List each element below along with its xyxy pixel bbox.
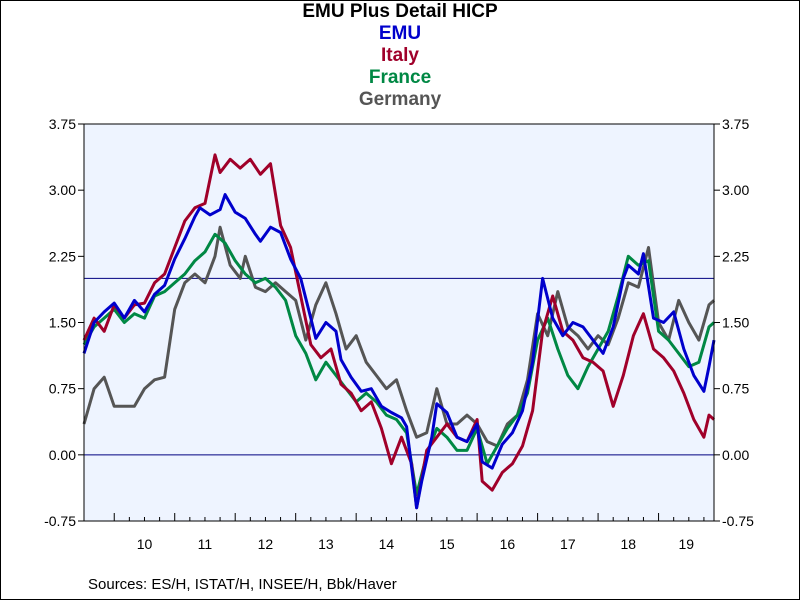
series-line-italy (82, 153, 715, 510)
source-note: Sources: ES/H, ISTAT/H, INSEE/H, Bbk/Hav… (88, 576, 397, 593)
y-tick-label-left-0: -0.75 (44, 513, 76, 529)
y-tick-label-right-4: 2.25 (722, 248, 749, 264)
legend-france: France (368, 67, 432, 88)
x-tick-label-8: 18 (621, 536, 637, 552)
y-tick-label-left-6: 3.75 (49, 116, 76, 132)
y-tick-label-left-4: 2.25 (49, 248, 76, 264)
y-tick-label-left-1: 0.00 (49, 447, 76, 463)
y-tick-label-right-0: -0.75 (722, 513, 754, 529)
plot-area (84, 124, 714, 521)
x-tick-label-6: 16 (500, 536, 516, 552)
x-tick-label-4: 14 (379, 536, 395, 552)
legend-germany: Germany (358, 89, 442, 110)
x-tick-label-9: 19 (678, 536, 694, 552)
x-tick-label-3: 13 (318, 536, 334, 552)
chart-title: EMU Plus Detail HICP (302, 1, 498, 22)
y-tick-label-left-5: 3.00 (49, 182, 76, 198)
legend-italy: Italy (380, 45, 420, 66)
plot-border (83, 123, 715, 522)
legend-emu: EMU (378, 23, 422, 44)
x-tick-label-5: 15 (439, 536, 455, 552)
series-line-emu (82, 193, 716, 510)
y-tick-label-right-3: 1.50 (722, 315, 749, 331)
series-line-germany (82, 225, 716, 448)
y-tick-label-right-6: 3.75 (722, 116, 749, 132)
y-tick-label-right-5: 3.00 (722, 182, 749, 198)
x-tick-label-0: 10 (137, 536, 153, 552)
x-tick-label-7: 17 (560, 536, 576, 552)
y-tick-label-right-1: 0.00 (722, 447, 749, 463)
y-tick-label-left-2: 0.75 (49, 381, 76, 397)
x-tick-label-1: 11 (198, 536, 213, 552)
series-line-france (82, 232, 715, 496)
x-tick-label-2: 12 (258, 536, 274, 552)
y-tick-label-left-3: 1.50 (49, 315, 76, 331)
y-tick-label-right-2: 0.75 (722, 381, 749, 397)
